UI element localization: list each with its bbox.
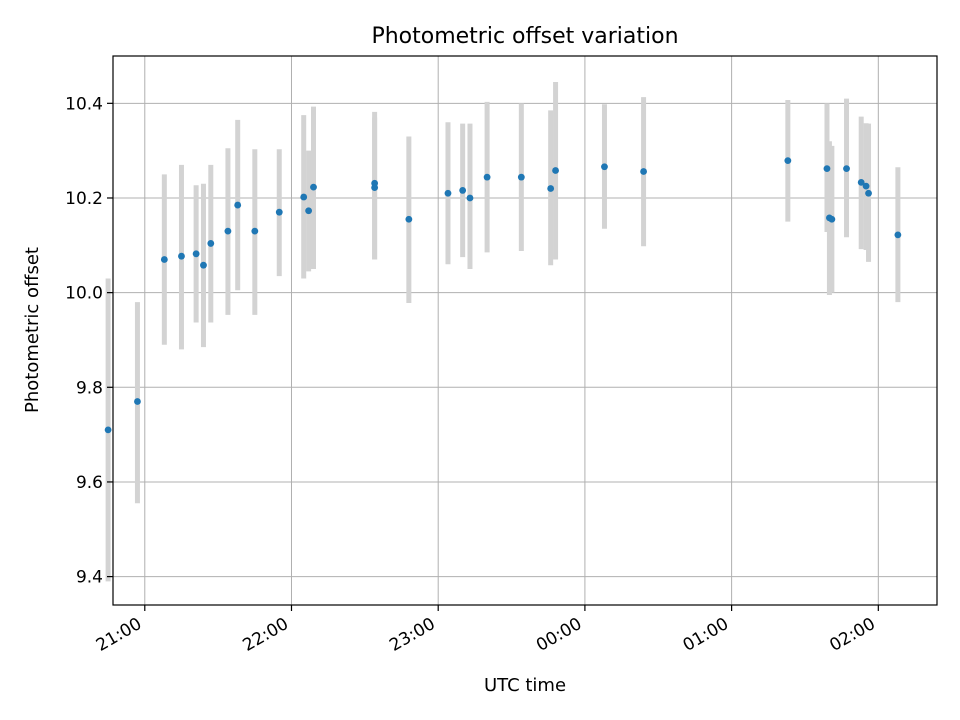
data-point	[200, 261, 207, 269]
data-point	[862, 182, 870, 190]
data-point	[444, 189, 452, 197]
data-point	[300, 193, 308, 201]
data-point	[178, 252, 185, 260]
data-point	[192, 250, 200, 258]
data-point	[251, 227, 259, 235]
data-point	[547, 185, 555, 192]
data-point	[466, 194, 474, 202]
y-tick-label: 9.6	[76, 473, 103, 493]
data-point	[823, 165, 831, 173]
data-point	[640, 168, 647, 175]
data-point	[784, 157, 792, 164]
data-point	[894, 231, 902, 239]
y-tick-label: 10.0	[65, 284, 103, 304]
data-point	[865, 189, 872, 197]
data-point	[517, 173, 525, 181]
data-point	[134, 398, 141, 405]
y-tick-label: 9.8	[76, 378, 103, 398]
data-point	[160, 256, 168, 263]
data-point	[305, 207, 313, 215]
y-tick-label: 10.4	[65, 94, 103, 114]
data-point	[275, 208, 283, 216]
data-point	[459, 187, 467, 194]
data-point	[207, 240, 215, 247]
data-point	[224, 227, 232, 235]
y-tick-label: 9.4	[76, 568, 103, 588]
data-point	[828, 215, 836, 223]
data-point	[843, 165, 850, 173]
data-point	[552, 167, 559, 174]
data-point	[857, 178, 865, 186]
data-point	[483, 173, 491, 181]
data-point	[405, 215, 413, 223]
data-point	[310, 183, 317, 191]
grid-layer	[113, 56, 937, 605]
data-point	[234, 201, 242, 209]
y-tick-label: 10.2	[65, 189, 103, 209]
y-axis-label: Photometric offset	[22, 247, 43, 413]
point-layer	[104, 157, 902, 434]
data-point	[104, 426, 112, 434]
x-axis-label: UTC time	[484, 675, 566, 696]
chart-title: Photometric offset variation	[371, 24, 678, 49]
plot-frame	[112, 55, 938, 606]
data-point	[601, 163, 608, 171]
data-point	[371, 184, 379, 191]
